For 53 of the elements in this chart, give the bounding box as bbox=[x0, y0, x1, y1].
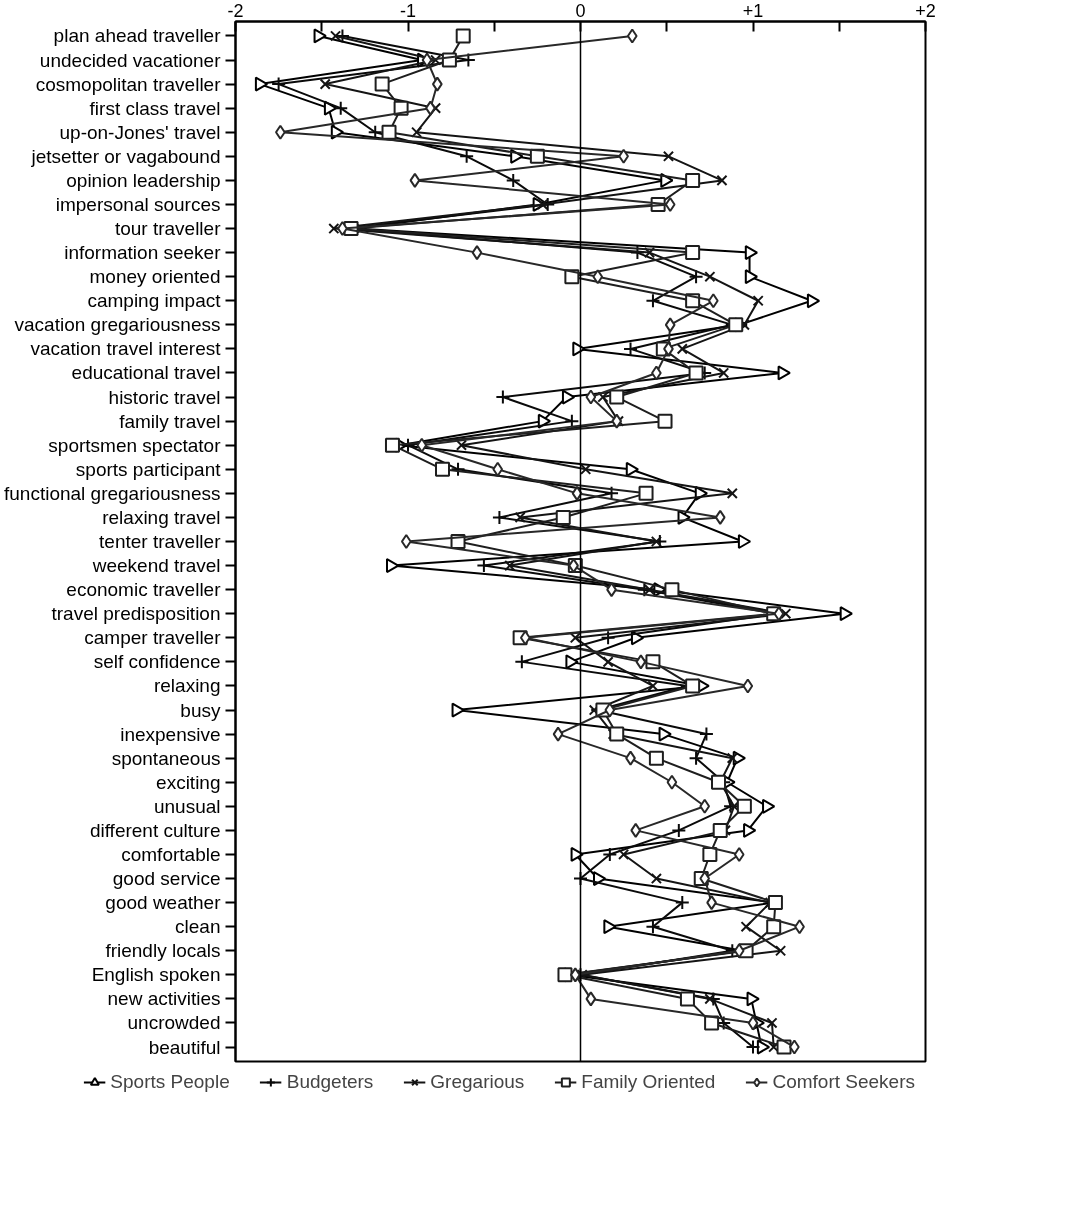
legend-label: Gregarious bbox=[430, 1071, 525, 1093]
y-tick-label: plan ahead traveller bbox=[53, 25, 222, 47]
y-tick-label: vacation travel interest bbox=[30, 338, 222, 360]
y-tick-label: busy bbox=[180, 699, 221, 721]
y-tick-label: camping impact bbox=[87, 290, 222, 312]
y-tick-label: sportsmen spectator bbox=[48, 434, 222, 456]
y-tick-label: exciting bbox=[156, 771, 221, 793]
y-tick-label: inexpensive bbox=[120, 723, 221, 745]
y-tick-label: English spoken bbox=[91, 964, 221, 986]
y-tick-label: undecided vacationer bbox=[39, 49, 222, 71]
y-tick-label: travel predisposition bbox=[51, 603, 221, 625]
y-tick-label: first class travel bbox=[89, 97, 221, 119]
y-tick-label: unusual bbox=[153, 795, 221, 817]
x-tick-label: +2 bbox=[915, 0, 936, 21]
y-tick-label: vacation gregariousness bbox=[14, 314, 221, 336]
y-tick-label: camper traveller bbox=[84, 627, 222, 649]
y-tick-label: jetsetter or vagabound bbox=[30, 145, 221, 167]
legend-label: Budgeters bbox=[286, 1071, 374, 1093]
y-tick-label: functional gregariousness bbox=[3, 482, 221, 504]
y-tick-label: beautiful bbox=[148, 1036, 221, 1058]
y-tick-label: family travel bbox=[119, 410, 221, 432]
y-tick-label: tenter traveller bbox=[99, 531, 222, 552]
x-tick-label: -1 bbox=[400, 0, 417, 21]
x-tick-label: +1 bbox=[742, 0, 764, 21]
y-tick-label: sports participant bbox=[75, 458, 222, 480]
y-tick-label: clean bbox=[175, 916, 221, 938]
y-tick-label: good service bbox=[112, 868, 221, 890]
y-tick-label: different culture bbox=[89, 819, 221, 841]
x-tick-label: -2 bbox=[227, 0, 244, 21]
y-tick-label: relaxing travel bbox=[102, 506, 221, 528]
y-tick-label: good weather bbox=[105, 892, 222, 914]
y-tick-label: historic travel bbox=[108, 386, 221, 408]
y-tick-label: self confidence bbox=[93, 651, 221, 673]
y-tick-label: tour traveller bbox=[114, 218, 222, 240]
y-tick-label: cosmopolitan traveller bbox=[35, 73, 222, 95]
y-tick-label: relaxing bbox=[153, 675, 221, 697]
y-tick-label: weekend travel bbox=[91, 555, 221, 577]
x-tick-label: 0 bbox=[575, 0, 586, 21]
y-tick-label: friendly locals bbox=[105, 940, 221, 962]
y-tick-label: economic traveller bbox=[66, 579, 222, 601]
y-tick-label: educational travel bbox=[71, 362, 221, 384]
y-tick-label: impersonal sources bbox=[55, 193, 221, 215]
y-tick-label: information seeker bbox=[64, 242, 222, 264]
legend-label: Family Oriented bbox=[581, 1071, 716, 1093]
y-tick-label: opinion leadership bbox=[66, 169, 221, 191]
y-tick-label: new activities bbox=[107, 988, 221, 1010]
legend-label: Sports People bbox=[110, 1071, 230, 1093]
y-tick-label: money oriented bbox=[89, 266, 221, 288]
legend-label: Comfort Seekers bbox=[772, 1071, 915, 1093]
y-tick-label: spontaneous bbox=[111, 747, 221, 769]
y-tick-label: comfortable bbox=[121, 843, 221, 865]
y-tick-label: uncrowded bbox=[127, 1012, 221, 1034]
y-tick-label: up-on-Jones' travel bbox=[59, 121, 221, 143]
